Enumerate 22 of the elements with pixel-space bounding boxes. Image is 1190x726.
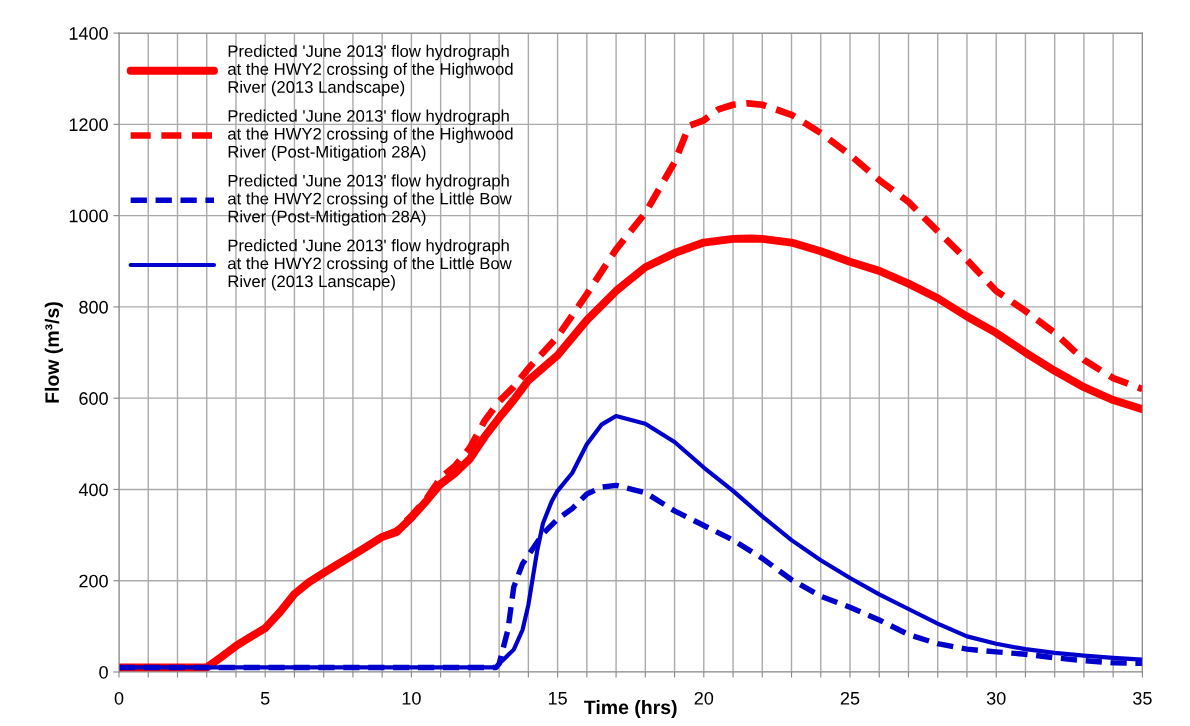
x-tick-label: 5 [260, 692, 270, 705]
legend-label: Predicted 'June 2013' flow hydrograph at the HWY2 crossing of the Little Bow River (Post-Mitigation 28A) [228, 174, 512, 226]
x-tick-label: 15 [548, 692, 567, 705]
y-tick-label: 800 [79, 300, 108, 314]
legend-label: Predicted 'June 2013' flow hydrograph at the HWY2 crossing of the Highwood River (Post-Mitigation 28A) [228, 109, 513, 161]
x-tick-label: 0 [114, 691, 124, 705]
x-tick-label: 20 [694, 691, 714, 705]
legend-label: Predicted 'June 2013' flow hydrograph at the HWY2 crossing of the Little Bow River (2013 Lanscape) [228, 239, 512, 291]
x-tick-label: 25 [840, 691, 860, 705]
y-tick-label: 0 [99, 665, 108, 679]
x-axis-title: Time (hrs) [584, 699, 677, 719]
y-tick-label: 400 [78, 483, 108, 497]
x-tick-label: 35 [1133, 691, 1152, 705]
y-tick-label: 1000 [69, 209, 108, 223]
y-tick-label: 600 [79, 392, 108, 405]
y-tick-label: 200 [79, 574, 108, 588]
y-axis-title: Flow (m³/s) [44, 302, 63, 403]
legend-label: Predicted 'June 2013' flow hydrograph at the HWY2 crossing of the Highwood River (2013 Landscape) [228, 44, 513, 97]
y-tick-label: 1400 [69, 27, 108, 40]
x-tick-label: 30 [986, 691, 1006, 705]
y-tick-label: 1200 [69, 118, 108, 132]
x-tick-label: 10 [402, 691, 421, 705]
